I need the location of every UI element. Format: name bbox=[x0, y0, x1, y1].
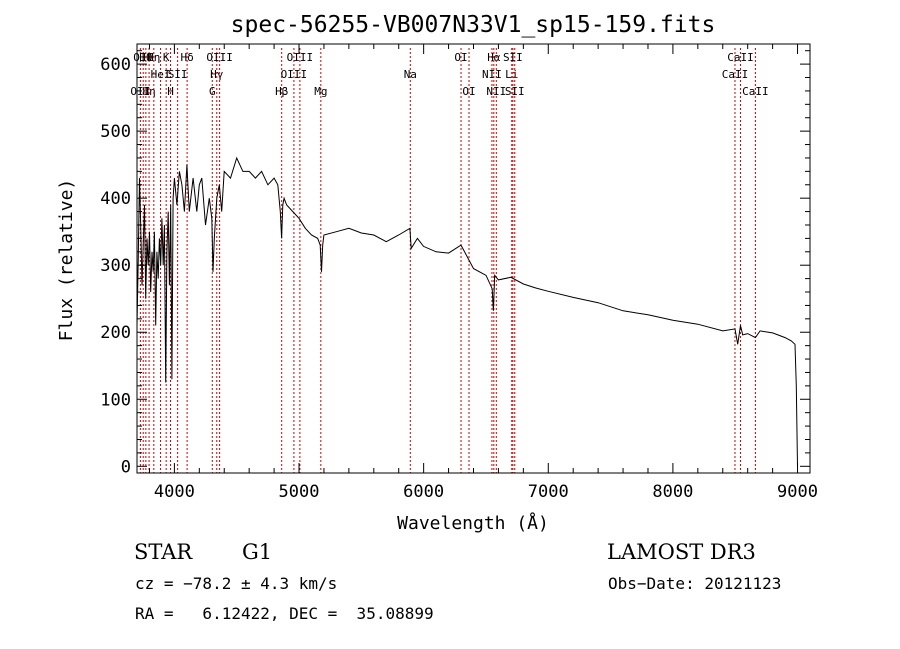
chart-title: spec-56255-VB007N33V1_sp15-159.fits bbox=[231, 12, 716, 38]
line-marker-label: G bbox=[209, 85, 216, 98]
line-marker-label: Hδ bbox=[180, 51, 193, 64]
line-marker-label: OIII bbox=[206, 51, 233, 64]
x-tick-label: 5000 bbox=[279, 482, 320, 502]
y-tick-label: 500 bbox=[100, 122, 131, 142]
line-marker-label: Li bbox=[505, 68, 518, 81]
line-marker-label: H bbox=[167, 85, 174, 98]
line-marker-label: CaII bbox=[727, 51, 754, 64]
line-marker-label: OI bbox=[462, 85, 475, 98]
y-tick-label: 100 bbox=[100, 390, 131, 410]
y-tick-label: 600 bbox=[100, 55, 131, 75]
x-tick-label: 9000 bbox=[777, 482, 818, 502]
x-axis: 4000 5000 6000 7000 8000 9000 bbox=[148, 44, 818, 502]
line-marker-label: NII bbox=[482, 68, 502, 81]
line-marker-label: K bbox=[163, 51, 170, 64]
line-marker-label: Hα bbox=[487, 51, 501, 64]
ra-dec-coordinates: RA = 6.12422, DEC = 35.08899 bbox=[135, 604, 434, 623]
line-marker-label: OII bbox=[130, 85, 150, 98]
x-tick-label: 7000 bbox=[528, 482, 569, 502]
line-marker-label: Hη bbox=[142, 85, 155, 98]
line-marker-label: Hβ bbox=[275, 85, 289, 98]
plot-frame bbox=[136, 43, 811, 474]
line-marker-label: HeI bbox=[151, 68, 171, 81]
line-marker-label: SII bbox=[505, 85, 525, 98]
y-tick-label: 0 bbox=[121, 457, 131, 477]
x-tick-label: 8000 bbox=[652, 482, 693, 502]
x-tick-label: 4000 bbox=[154, 482, 195, 502]
spectrum-series-line bbox=[136, 156, 798, 467]
x-tick-label: 6000 bbox=[403, 482, 444, 502]
line-marker-label: Hη bbox=[147, 51, 160, 64]
survey-name: LAMOST DR3 bbox=[607, 540, 756, 564]
line-marker-label: Hγ bbox=[210, 68, 224, 81]
line-marker-label: OIII bbox=[281, 68, 308, 81]
observation-date: Obs−Date: 20121123 bbox=[608, 574, 782, 593]
line-marker-label: SII bbox=[168, 68, 188, 81]
line-marker-label: CaII bbox=[742, 85, 769, 98]
object-class: STAR bbox=[134, 540, 193, 564]
line-marker-label: OII bbox=[133, 51, 153, 64]
redshift-cz: cz = −78.2 ± 4.3 km/s bbox=[135, 574, 338, 593]
line-marker-label: Na bbox=[404, 68, 417, 81]
line-marker-label: NII bbox=[486, 85, 506, 98]
line-marker-label: SII bbox=[503, 51, 523, 64]
y-tick-label: 200 bbox=[100, 323, 131, 343]
y-axis: 0 100 200 300 400 500 600 bbox=[100, 50, 810, 477]
y-axis-label: Flux (relative) bbox=[56, 179, 77, 342]
y-tick-label: 300 bbox=[100, 256, 131, 276]
line-marker-label: OI bbox=[454, 51, 467, 64]
line-marker-label: OIII bbox=[287, 51, 314, 64]
line-markers: OIIOIIHθHηHηHeIKHSIIHδGHγOIIIHβOIIIOIIIM… bbox=[130, 48, 769, 473]
y-tick-label: 400 bbox=[100, 189, 131, 209]
object-subclass: G1 bbox=[242, 540, 273, 564]
x-axis-label: Wavelength (Å) bbox=[397, 512, 549, 534]
line-marker-label: CaII bbox=[722, 68, 749, 81]
line-marker-label: Mg bbox=[314, 85, 327, 98]
